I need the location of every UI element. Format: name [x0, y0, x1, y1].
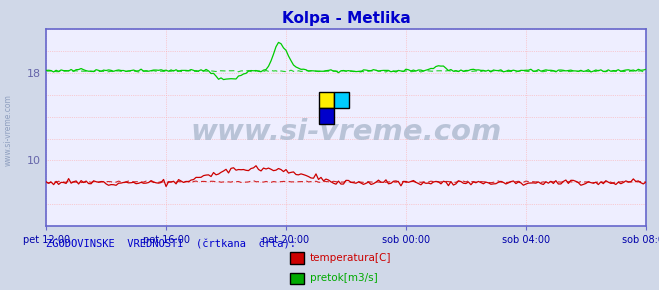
Text: temperatura[C]: temperatura[C] — [310, 253, 391, 263]
FancyBboxPatch shape — [334, 92, 349, 108]
Title: Kolpa - Metlika: Kolpa - Metlika — [281, 11, 411, 26]
FancyBboxPatch shape — [319, 108, 334, 124]
Text: ZGODOVINSKE  VREDNOSTI  (črtkana  črta):: ZGODOVINSKE VREDNOSTI (črtkana črta): — [46, 240, 296, 250]
Text: www.si-vreme.com: www.si-vreme.com — [190, 117, 501, 146]
Text: www.si-vreme.com: www.si-vreme.com — [3, 95, 13, 166]
FancyBboxPatch shape — [319, 92, 334, 108]
Text: pretok[m3/s]: pretok[m3/s] — [310, 273, 378, 283]
